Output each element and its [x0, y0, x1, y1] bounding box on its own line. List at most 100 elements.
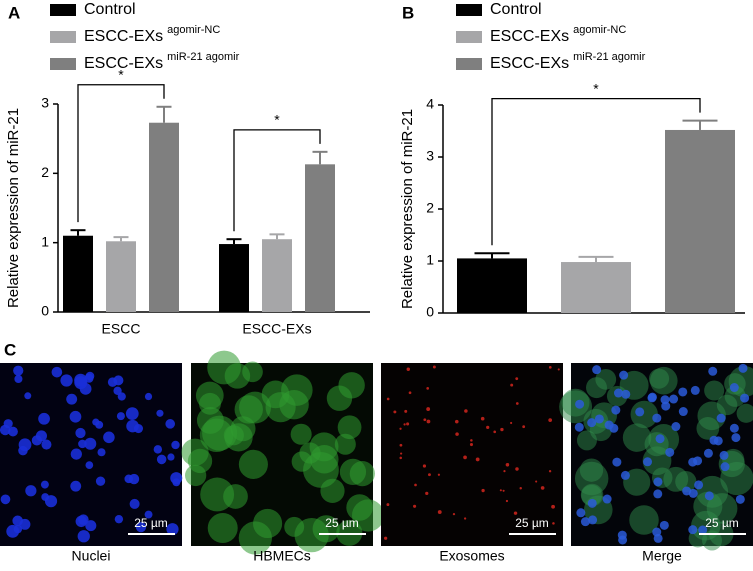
cell-spot: [113, 386, 122, 395]
cell-spot: [426, 419, 431, 424]
cell-spot: [144, 510, 153, 519]
bar: [219, 244, 249, 312]
cell-spot: [156, 454, 167, 465]
cell-spot: [510, 421, 513, 425]
legend-swatch: [50, 31, 76, 43]
cell-spot: [505, 463, 510, 467]
cell-spot: [724, 385, 746, 407]
cell-spot: [172, 478, 181, 487]
cell-spot: [8, 426, 18, 437]
nucleus-spot: [618, 535, 628, 545]
y-tick-label: 3: [426, 148, 434, 164]
y-tick-label: 1: [41, 233, 49, 249]
nucleus-spot: [635, 407, 645, 417]
cell-spot: [18, 445, 28, 456]
cell-spot: [156, 409, 164, 417]
cell-spot: [107, 377, 118, 387]
cell-spot: [696, 417, 720, 440]
cell-spot: [290, 423, 312, 445]
cell-spot: [85, 461, 94, 469]
bar: [305, 164, 335, 312]
cell-spot: [622, 423, 652, 452]
cell-spot: [166, 523, 179, 536]
cell-spot: [510, 383, 514, 387]
panel-label: C: [4, 340, 16, 359]
legend-label: Control: [84, 1, 136, 18]
nucleus-spot: [716, 413, 726, 423]
cell-spot: [207, 350, 241, 385]
nucleus-spot: [703, 448, 713, 458]
cell-spot: [200, 477, 235, 512]
cell-spot: [234, 395, 263, 424]
cell-spot: [35, 430, 47, 442]
cell-spot: [24, 392, 32, 400]
cell-spot: [535, 480, 538, 483]
cell-spot: [399, 427, 402, 430]
image-caption: Nuclei: [72, 548, 111, 564]
nucleus-spot: [652, 413, 662, 423]
cell-spot: [469, 442, 474, 447]
nucleus-spot: [653, 477, 663, 487]
cell-spot: [69, 410, 82, 423]
y-tick-label: 0: [426, 304, 434, 320]
nucleus-spot: [688, 525, 698, 535]
cell-spot: [84, 437, 97, 450]
nucleus-spot: [611, 405, 621, 415]
cell-spot: [284, 516, 305, 537]
cell-spot: [349, 461, 375, 487]
cell-spot: [428, 473, 431, 477]
nucleus-spot: [665, 447, 675, 457]
cell-spot: [408, 391, 412, 395]
nucleus-spot: [621, 389, 631, 399]
cell-spot: [513, 511, 518, 515]
bar: [149, 122, 179, 312]
nucleus-spot: [647, 393, 657, 403]
cell-spot: [519, 487, 522, 490]
cell-spot: [124, 474, 134, 484]
cell-spot: [500, 427, 504, 432]
nucleus-spot: [708, 366, 718, 376]
legend-swatch: [456, 4, 482, 16]
cell-spot: [522, 425, 526, 429]
panel-label: B: [402, 3, 414, 22]
significance-bracket: [233, 129, 321, 232]
y-tick-label: 2: [41, 164, 49, 180]
significance-label: *: [274, 112, 280, 128]
nucleus-spot: [678, 407, 688, 417]
cell-spot: [0, 494, 11, 505]
cell-spot: [464, 409, 468, 413]
cell-spot: [92, 418, 100, 426]
significance-label: *: [593, 80, 599, 96]
cell-spot: [19, 518, 31, 530]
y-tick-label: 4: [426, 96, 434, 112]
cell-spot: [75, 427, 86, 439]
cell-spot: [515, 402, 519, 405]
cell-spot: [406, 367, 410, 371]
cell-spot: [393, 410, 397, 414]
legend-label: ESCC-EXs: [84, 55, 163, 72]
image-caption: Merge: [642, 548, 682, 564]
legend-superscript: miR-21 agomir: [573, 51, 645, 63]
nucleus-spot: [688, 488, 698, 498]
cell-spot: [279, 389, 309, 420]
significance-bracket: [77, 84, 165, 223]
nucleus-spot: [653, 533, 663, 543]
cell-spot: [540, 486, 545, 490]
cell-spot: [552, 522, 555, 525]
legend-label: ESCC-EXs: [490, 55, 569, 72]
cell-spot: [503, 470, 506, 473]
cell-spot: [125, 407, 139, 421]
nucleus-spot: [594, 414, 604, 424]
scale-bar-label: 25 µm: [134, 516, 168, 530]
nucleus-spot: [694, 480, 704, 490]
cell-spot: [515, 377, 519, 381]
cell-spot: [548, 418, 553, 422]
cell-spot: [320, 478, 345, 503]
cell-spot: [126, 419, 139, 433]
nucleus-spot: [604, 420, 614, 430]
nucleus-spot: [669, 394, 679, 404]
cell-spot: [454, 419, 459, 424]
nucleus-spot: [612, 457, 622, 467]
